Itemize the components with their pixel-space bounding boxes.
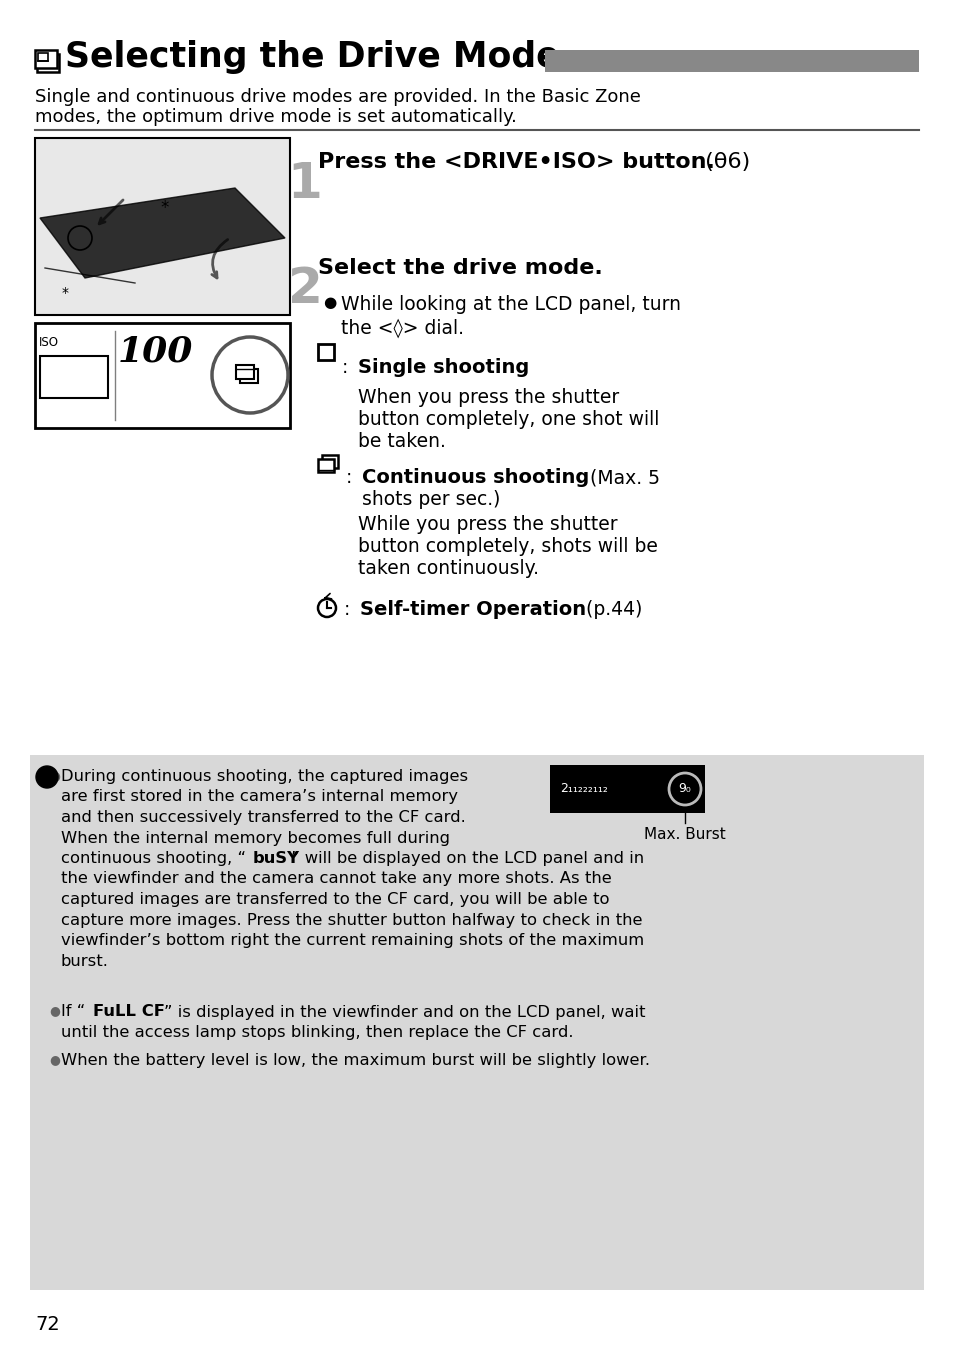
Text: While you press the shutter: While you press the shutter xyxy=(357,515,617,534)
Text: :: : xyxy=(346,468,358,487)
Text: ●: ● xyxy=(49,1005,60,1018)
Text: (p.44): (p.44) xyxy=(579,600,641,619)
Bar xyxy=(550,765,704,812)
Bar xyxy=(240,369,257,383)
Text: are first stored in the camera’s internal memory: are first stored in the camera’s interna… xyxy=(61,790,457,804)
Bar xyxy=(38,52,48,61)
Text: be taken.: be taken. xyxy=(357,432,445,451)
Text: (Max. 5: (Max. 5 xyxy=(583,468,659,487)
Bar xyxy=(317,344,334,360)
Text: During continuous shooting, the captured images: During continuous shooting, the captured… xyxy=(61,769,468,784)
Text: While looking at the LCD panel, turn: While looking at the LCD panel, turn xyxy=(340,295,680,313)
Text: burst.: burst. xyxy=(61,954,109,968)
Polygon shape xyxy=(40,188,285,278)
Text: Self-timer Operation: Self-timer Operation xyxy=(359,600,585,619)
Bar xyxy=(317,459,334,472)
Text: Single shooting: Single shooting xyxy=(357,358,529,377)
Text: capture more images. Press the shutter button halfway to check in the: capture more images. Press the shutter b… xyxy=(61,912,641,928)
Text: When you press the shutter: When you press the shutter xyxy=(357,387,618,408)
Text: ” will be displayed on the LCD panel and in: ” will be displayed on the LCD panel and… xyxy=(291,851,643,866)
Text: buSY: buSY xyxy=(253,851,299,866)
Text: Press the <DRIVE•ISO> button.: Press the <DRIVE•ISO> button. xyxy=(317,152,714,172)
Text: *: * xyxy=(161,199,169,217)
Text: ” is displayed in the viewfinder and on the LCD panel, wait: ” is displayed in the viewfinder and on … xyxy=(164,1005,645,1020)
Text: the <◊> dial.: the <◊> dial. xyxy=(340,317,463,338)
Text: ●: ● xyxy=(49,769,60,781)
Text: shots per sec.): shots per sec.) xyxy=(361,490,500,508)
Text: the viewfinder and the camera cannot take any more shots. As the: the viewfinder and the camera cannot tak… xyxy=(61,872,611,886)
Text: 1: 1 xyxy=(287,160,322,208)
Bar xyxy=(37,54,59,73)
Text: 100: 100 xyxy=(117,334,193,369)
Text: When the internal memory becomes full during: When the internal memory becomes full du… xyxy=(61,830,450,846)
Text: until the access lamp stops blinking, then replace the CF card.: until the access lamp stops blinking, th… xyxy=(61,1025,573,1040)
Bar xyxy=(40,356,108,398)
Text: 9₀: 9₀ xyxy=(678,783,691,795)
Text: 2₁₁₂₂₂₁₁₂: 2₁₁₂₂₂₁₁₂ xyxy=(559,783,607,795)
Text: continuous shooting, “: continuous shooting, “ xyxy=(61,851,246,866)
Bar xyxy=(235,364,253,379)
Text: *: * xyxy=(61,286,69,300)
Bar xyxy=(35,323,290,428)
Bar xyxy=(30,755,923,1290)
Text: ●: ● xyxy=(49,1053,60,1067)
Bar xyxy=(322,455,337,468)
Bar xyxy=(35,50,57,69)
Text: Single and continuous drive modes are provided. In the Basic Zone: Single and continuous drive modes are pr… xyxy=(35,87,640,106)
Text: i: i xyxy=(44,768,51,785)
Text: If “: If “ xyxy=(61,1005,85,1020)
Text: modes, the optimum drive mode is set automatically.: modes, the optimum drive mode is set aut… xyxy=(35,108,517,126)
Text: and then successively transferred to the CF card.: and then successively transferred to the… xyxy=(61,810,465,824)
Text: ●: ● xyxy=(323,295,335,309)
Text: When the battery level is low, the maximum burst will be slightly lower.: When the battery level is low, the maxim… xyxy=(61,1053,649,1068)
Text: taken continuously.: taken continuously. xyxy=(357,560,538,578)
Text: Selecting the Drive Mode: Selecting the Drive Mode xyxy=(65,40,559,74)
Text: Max. Burst: Max. Burst xyxy=(643,827,725,842)
Text: Continuous shooting: Continuous shooting xyxy=(361,468,589,487)
Text: captured images are transferred to the CF card, you will be able to: captured images are transferred to the C… xyxy=(61,892,609,907)
Text: Select the drive mode.: Select the drive mode. xyxy=(317,258,602,278)
Text: ISO: ISO xyxy=(39,336,59,350)
Text: :: : xyxy=(341,358,354,377)
Circle shape xyxy=(36,767,58,788)
Text: :: : xyxy=(344,600,356,619)
Bar xyxy=(35,139,290,315)
Text: viewfinder’s bottom right the current remaining shots of the maximum: viewfinder’s bottom right the current re… xyxy=(61,933,643,948)
Text: button completely, shots will be: button completely, shots will be xyxy=(357,537,658,555)
Text: 2: 2 xyxy=(287,265,322,313)
Bar xyxy=(544,50,918,73)
Text: 72: 72 xyxy=(35,1315,60,1334)
Text: FuLL CF: FuLL CF xyxy=(92,1005,165,1020)
Text: button completely, one shot will: button completely, one shot will xyxy=(357,410,659,429)
Text: (θ6): (θ6) xyxy=(698,152,749,172)
